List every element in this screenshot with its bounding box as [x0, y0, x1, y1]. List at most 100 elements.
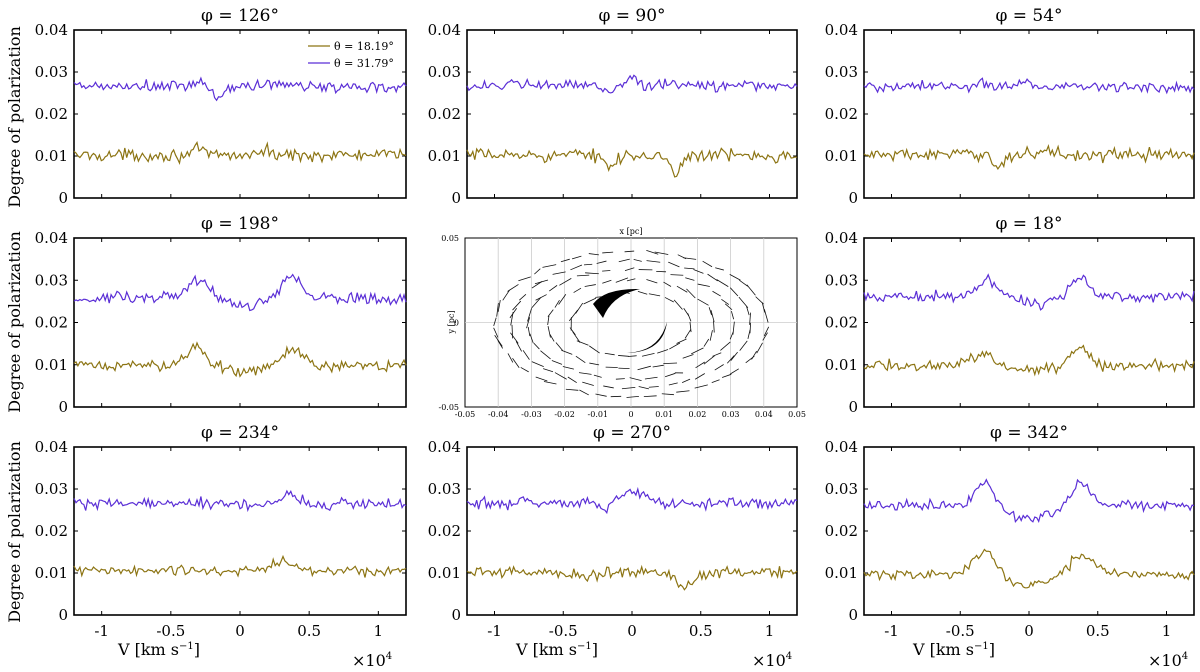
inset-vector-dash	[712, 290, 721, 297]
series-line-theta-31	[73, 76, 407, 102]
ytick-label: 0	[58, 189, 68, 207]
inset-vector-dash	[584, 284, 596, 287]
inset-vector-dash	[633, 259, 642, 262]
inset-xtick-label: 0.02	[688, 410, 706, 419]
xlabel-exponent: −1	[179, 641, 194, 652]
inset-vector-dash	[578, 372, 592, 375]
inset-vector-dash	[711, 379, 720, 383]
inset-vector-dash	[686, 288, 696, 299]
series-line-theta-31	[466, 74, 798, 94]
xlabel-col-3: V [km s−1] ×104	[912, 640, 1188, 670]
inset-vector-dash	[691, 347, 704, 355]
inset-vector-dash	[637, 365, 651, 371]
inset-vector-dash	[602, 270, 611, 272]
inset-vector-dash	[534, 268, 541, 275]
inset-vector-dash	[558, 293, 567, 305]
inset-vector-dash	[531, 361, 544, 368]
inset-vector-dash	[565, 388, 579, 391]
inset-vector-dash	[507, 284, 519, 292]
disk-inset-diagram: x [pc] y [pc] -0.05 -0.04 -0.03 -0.02 -0.01 0…	[438, 227, 805, 419]
inset-vector-dash	[547, 326, 551, 338]
inset-vector-dash	[762, 332, 768, 341]
series-line-theta-31	[863, 273, 1195, 311]
inset-vector-dash	[697, 283, 710, 287]
inset-yticks: 0.05 0 -0.05	[438, 234, 459, 412]
axes-frame	[73, 446, 407, 616]
inset-vector-dash	[695, 361, 706, 369]
series-line-theta-18	[73, 141, 407, 166]
xtick-label: 1	[374, 622, 384, 640]
inset-vector-dash	[575, 355, 586, 364]
ytick-label: 0	[451, 189, 461, 207]
inset-vector-dash	[663, 362, 678, 365]
inset-vector-dash	[502, 289, 510, 301]
inset-vector-dash	[713, 320, 715, 333]
inset-vector-dash	[573, 287, 582, 293]
inset-vector-dash	[709, 330, 713, 341]
panel-title: φ = 198°	[201, 214, 279, 234]
inset-vector-dash	[652, 364, 664, 368]
inset-vector-dash	[668, 382, 678, 386]
inset-vector-dash	[595, 393, 607, 397]
inset-vector-dash	[576, 274, 590, 277]
ytick-label: 0.03	[35, 271, 68, 289]
series-line-theta-18	[73, 554, 407, 578]
panel-phi_342: φ = 342° 0 0.01 0.02 0.03 0.04 -1 -0.5 0 0.5 1	[825, 423, 1195, 640]
inset-vector-dash	[730, 368, 739, 375]
inset-vector-dash	[756, 342, 763, 354]
inset-vector-dash	[685, 277, 695, 281]
inset-vector-dash	[684, 329, 692, 339]
inset-vector-dash	[739, 340, 748, 351]
inset-vector-dash	[549, 334, 555, 342]
xtick-label: 0.5	[297, 622, 321, 640]
inset-vector-dash	[540, 350, 551, 360]
ytick-label: 0.02	[428, 522, 461, 540]
xlabel-close: ]	[592, 640, 598, 659]
inset-ytick-label: 0.05	[441, 234, 459, 243]
ytick-label: 0	[58, 606, 68, 624]
axes-frame	[863, 29, 1195, 199]
ytick-label: 0.02	[35, 314, 68, 332]
inset-vector-dash	[697, 298, 709, 306]
inset-vector-dash	[555, 342, 563, 351]
xtick-label: 0	[235, 622, 245, 640]
inset-vector-dash	[522, 350, 530, 360]
xlabel-col-1: V [km s−1] ×104	[117, 640, 392, 670]
inset-xtick-label: -0.05	[455, 410, 476, 419]
inset-arm-upper	[593, 288, 640, 318]
inset-vector-dash	[664, 297, 674, 303]
inset-vector-dash	[596, 260, 607, 264]
panel-title: φ = 18°	[995, 214, 1062, 234]
xlabel-text: V [km s	[117, 640, 179, 659]
xtick-label: 0.5	[1086, 622, 1110, 640]
inset-vector-dash	[559, 278, 572, 286]
inset-vector-dash	[496, 302, 499, 317]
ytick-label: 0.04	[35, 229, 68, 247]
inset-vector-dash	[720, 341, 731, 351]
inset-xtick-label: 0.01	[655, 410, 673, 419]
inset-vector-dash	[547, 309, 554, 317]
inset-vector-dash	[710, 310, 715, 322]
inset-vector-dash	[593, 374, 602, 378]
inset-vector-dash	[529, 333, 534, 344]
inset-vector-dash	[708, 307, 712, 316]
inset-vector-dash	[637, 291, 648, 295]
inset-vector-dash	[533, 342, 540, 350]
svg-text:V [km s−1]: V [km s−1]	[515, 640, 598, 659]
ytick-label: 0	[58, 398, 68, 416]
xtick-label: 0	[627, 622, 637, 640]
inset-vector-dash	[615, 378, 625, 380]
inset-xtick-label: 0.05	[788, 410, 806, 419]
xtick-label: 1	[1162, 622, 1172, 640]
inset-vector-dash	[588, 253, 599, 256]
inset-ylabel: y [pc]	[447, 311, 456, 335]
ytick-label: 0	[848, 189, 858, 207]
panel-phi_18: φ = 18° 0 0.01 0.02 0.03 0.04	[825, 214, 1195, 416]
inset-vector-dash	[646, 250, 659, 255]
inset-xtick-label: 0.04	[755, 410, 773, 419]
inset-vector-dash	[687, 313, 692, 322]
inset-grid	[465, 238, 797, 407]
inset-vector-dash	[509, 308, 518, 319]
inset-vector-dash	[729, 287, 739, 297]
inset-vector-dash	[571, 255, 582, 260]
